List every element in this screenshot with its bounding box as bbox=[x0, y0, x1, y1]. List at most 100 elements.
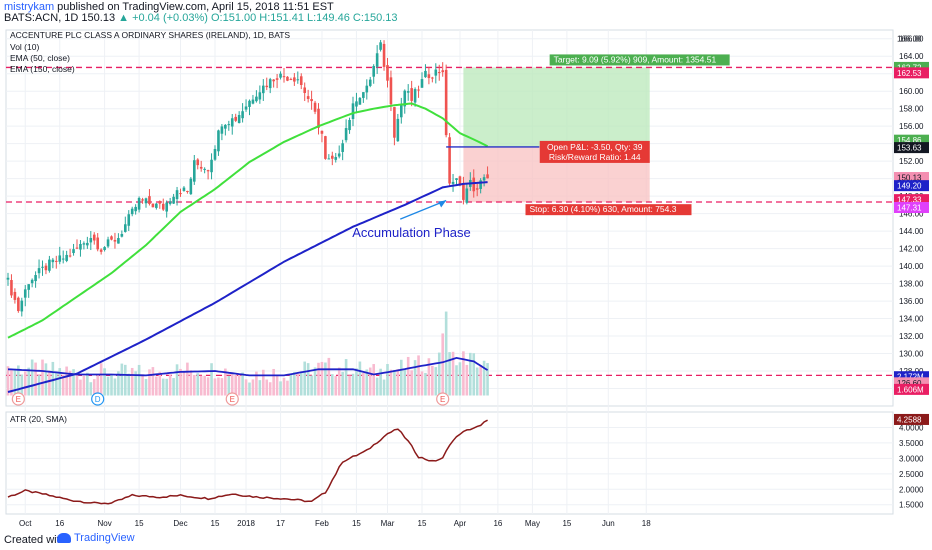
candle-body bbox=[420, 79, 424, 88]
target-label: Target: 9.09 (5.92%) 909, Amount: 1354.5… bbox=[549, 54, 730, 66]
volume-bar bbox=[6, 366, 10, 396]
volume-bar bbox=[313, 367, 317, 396]
volume-bar bbox=[272, 368, 275, 396]
price-tick-label: 138.00 bbox=[899, 280, 924, 289]
price-tick-label: 132.00 bbox=[899, 332, 924, 341]
candle-body bbox=[89, 237, 93, 243]
candle-body bbox=[393, 107, 396, 138]
tradingview-brand[interactable]: TradingView bbox=[57, 532, 135, 544]
published-text: published on TradingView.com, April 15, … bbox=[57, 1, 334, 13]
candle-body bbox=[186, 190, 189, 192]
candle-body bbox=[275, 78, 279, 80]
candle-body bbox=[199, 166, 203, 169]
volume-bar bbox=[44, 363, 48, 396]
target-label-bg bbox=[549, 54, 730, 66]
price-tag-text: 147.31 bbox=[897, 204, 922, 213]
author-link[interactable]: mistrykam bbox=[4, 1, 55, 13]
volume-bar bbox=[144, 378, 148, 396]
candle-body bbox=[286, 76, 289, 81]
time-tick-label: Nov bbox=[97, 519, 111, 528]
price-tag-text: 166.00 bbox=[897, 35, 922, 44]
volume-bar bbox=[403, 369, 407, 396]
candle-body bbox=[34, 275, 37, 282]
candle-body bbox=[196, 159, 200, 166]
atr-line bbox=[7, 419, 488, 505]
atr-tick-label: 4.0000 bbox=[899, 423, 924, 432]
volume-bar bbox=[427, 358, 431, 396]
volume-bar bbox=[158, 371, 162, 396]
volume-bar bbox=[75, 374, 79, 396]
chart-canvas[interactable]: 126.00128.00130.00132.00134.00136.00138.… bbox=[0, 24, 932, 530]
candle-body bbox=[268, 79, 272, 89]
candle-body bbox=[455, 178, 458, 181]
candle-body bbox=[451, 181, 455, 184]
volume-bar bbox=[431, 365, 434, 396]
volume-bar bbox=[155, 376, 158, 396]
candle-body bbox=[92, 234, 96, 241]
candle-body bbox=[148, 196, 151, 204]
volume-bar bbox=[334, 375, 338, 396]
target-label-text: Target: 9.09 (5.92%) 909, Amount: 1354.5… bbox=[554, 54, 717, 64]
symbol-readout: BATS:ACN, 1D 150.13 bbox=[4, 12, 116, 24]
volume-bar bbox=[282, 377, 286, 396]
volume-bar bbox=[389, 369, 393, 396]
candle-body bbox=[417, 89, 420, 91]
indicator-legend: Vol (10) bbox=[10, 42, 39, 52]
volume-bar bbox=[34, 362, 37, 396]
candle-body bbox=[410, 88, 413, 101]
candle-body bbox=[230, 118, 234, 127]
volume-bar bbox=[182, 371, 186, 396]
price-tag-bg bbox=[894, 134, 929, 146]
volume-bar bbox=[79, 379, 82, 396]
volume-bar bbox=[151, 367, 155, 396]
volume-bar bbox=[106, 376, 110, 396]
candle-body bbox=[320, 130, 324, 134]
time-tick-label: Jun bbox=[602, 519, 615, 528]
event-marker-label: E bbox=[230, 395, 235, 404]
candle-body bbox=[130, 208, 134, 215]
price-tag-text: 149.20 bbox=[897, 182, 922, 191]
volume-bar bbox=[451, 351, 455, 396]
annotation-arrow bbox=[400, 199, 447, 220]
candle-body bbox=[79, 243, 82, 250]
candle-body bbox=[462, 183, 465, 200]
volume-bar bbox=[193, 374, 196, 396]
event-marker-circle bbox=[225, 392, 239, 406]
volume-bar bbox=[275, 374, 279, 396]
event-marker-label: E bbox=[440, 395, 445, 404]
candle-body bbox=[193, 160, 196, 182]
volume-bar bbox=[203, 375, 206, 396]
candle-body bbox=[27, 284, 30, 290]
candle-body bbox=[348, 120, 351, 131]
volume-bar bbox=[117, 371, 120, 396]
volume-bar bbox=[137, 364, 141, 396]
candle-body bbox=[175, 190, 179, 200]
candle-body bbox=[262, 85, 265, 94]
time-tick-label: May bbox=[525, 519, 540, 528]
volume-bar bbox=[161, 378, 165, 396]
atr-tick-label: 1.5000 bbox=[899, 501, 924, 510]
candle-body bbox=[289, 79, 293, 81]
candle-body bbox=[37, 268, 41, 274]
price-tick-label: 142.00 bbox=[899, 245, 924, 254]
time-tick-label: 2018 bbox=[237, 519, 255, 528]
price-tag-text: 2.172M bbox=[897, 373, 924, 382]
price-tick-label: 134.00 bbox=[899, 315, 924, 324]
price-tick-label: 146.00 bbox=[899, 210, 924, 219]
candle-body bbox=[327, 158, 331, 160]
candle-body bbox=[406, 91, 410, 93]
price-tag-text: 147.33 bbox=[897, 196, 922, 205]
volume-bar bbox=[413, 360, 417, 396]
price-tag-text: 154.86 bbox=[897, 136, 922, 145]
candle-body bbox=[117, 238, 120, 244]
volume-bar bbox=[199, 375, 203, 396]
volume-bar bbox=[406, 356, 410, 396]
annotation-arrowhead bbox=[438, 200, 447, 208]
candle-body bbox=[110, 236, 113, 240]
candle-body bbox=[23, 289, 27, 298]
candle-body bbox=[103, 247, 106, 250]
time-tick-label: Mar bbox=[381, 519, 395, 528]
atr-last-bg bbox=[894, 413, 929, 425]
candle-body bbox=[206, 170, 210, 172]
volume-bar bbox=[337, 367, 341, 396]
